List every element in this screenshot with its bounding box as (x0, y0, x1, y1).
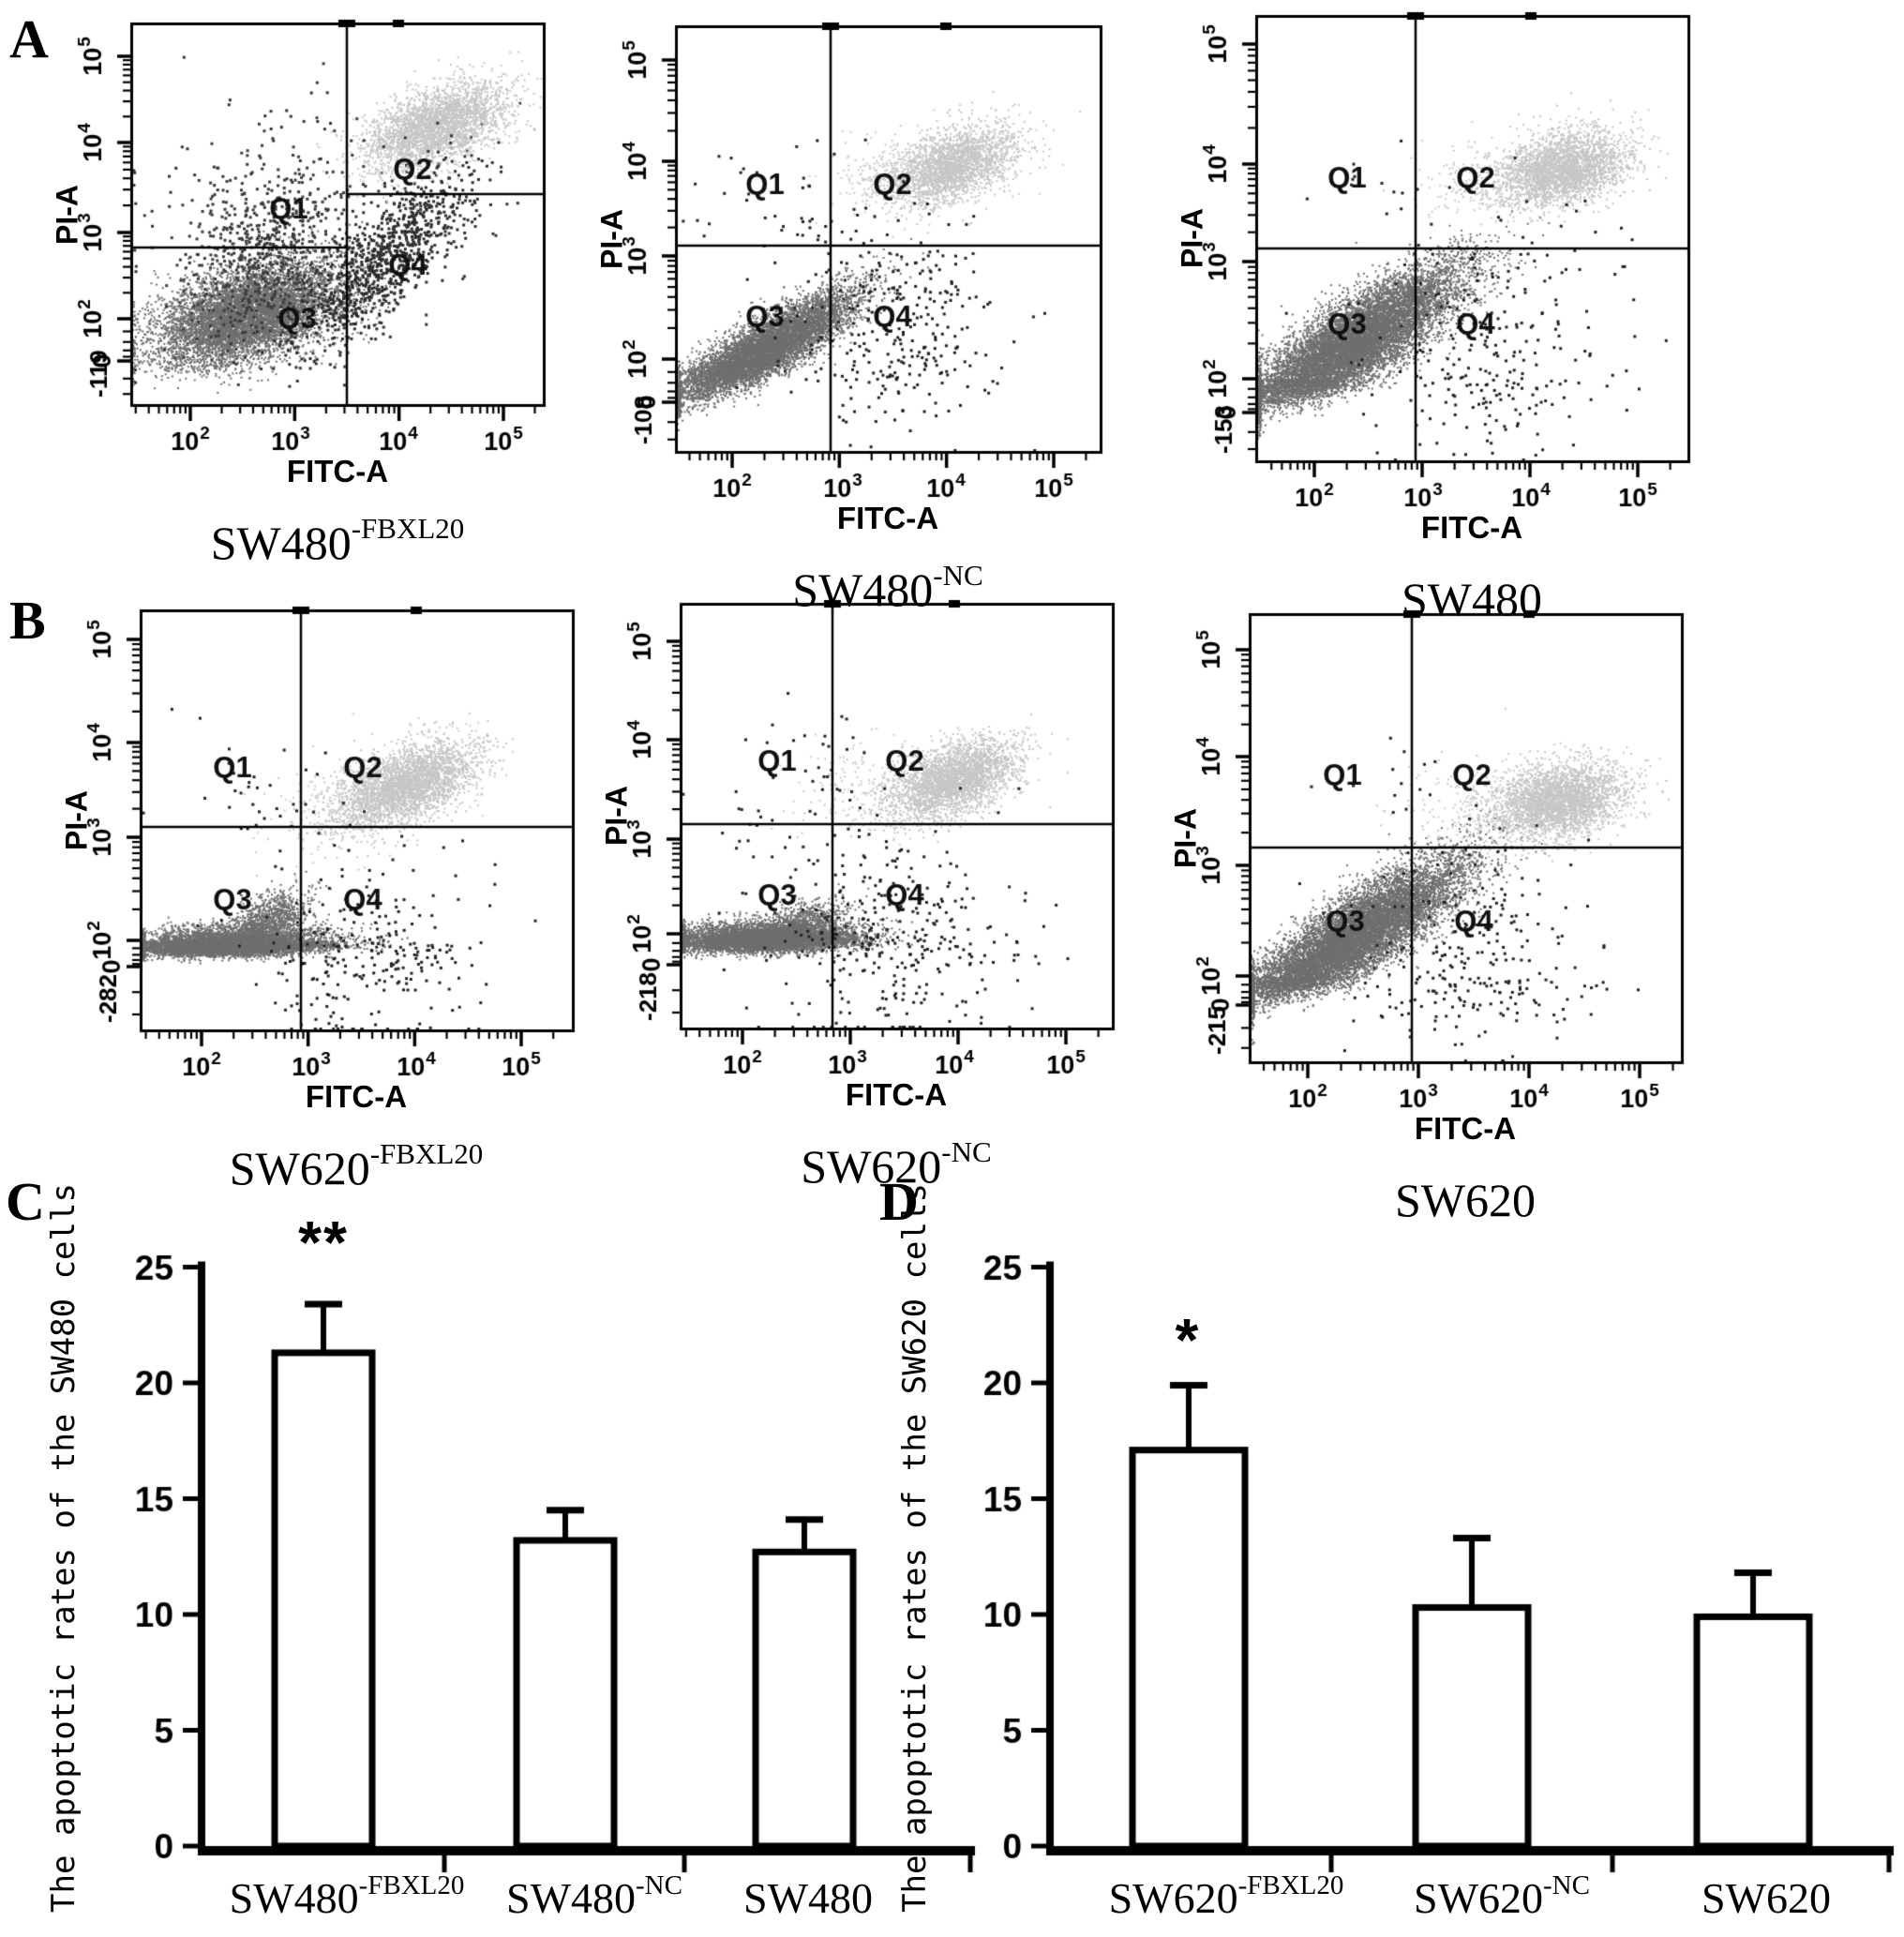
significance-marker-sw480-fbxl20: ** (298, 1209, 349, 1276)
x-category-label: SW480-FBXL20 (229, 1869, 465, 1923)
caption-superscript: -FBXL20 (351, 512, 465, 546)
bar-chart-ylabel-sw620: The apoptotic rates of the SW620 cells (896, 1183, 934, 1913)
caption-base: SW480 (792, 563, 934, 616)
bar-charts-canvas (0, 1163, 1904, 1937)
fitc-a-axis-label: FITC-A (1414, 1111, 1517, 1146)
category-superscript: -FBXL20 (1237, 1869, 1344, 1900)
x-category-label: SW620-FBXL20 (1108, 1869, 1344, 1923)
plot-caption-sw480: SW480 (1402, 572, 1542, 626)
panel-letter-c: C (6, 1171, 45, 1232)
pi-a-axis-label: PI-A (1168, 808, 1203, 868)
category-superscript: -NC (636, 1869, 682, 1900)
significance-marker-sw620-fbxl20: * (1175, 1306, 1201, 1374)
caption-base: SW620 (1395, 1174, 1536, 1226)
x-category-label: SW480 (743, 1873, 873, 1923)
plot-caption-sw480-fbxl20: SW480-FBXL20 (210, 512, 465, 570)
plot-caption-sw480-nc: SW480-NC (792, 559, 982, 617)
plot-caption-sw620: SW620 (1395, 1173, 1536, 1227)
category-base: SW620 (1414, 1874, 1544, 1922)
pi-a-axis-label: PI-A (599, 786, 634, 846)
x-category-label: SW480-NC (506, 1869, 682, 1923)
caption-superscript: -NC (933, 559, 983, 593)
pi-a-axis-label: PI-A (50, 185, 84, 245)
panel-letter-a: A (9, 8, 49, 69)
caption-base: SW480 (1402, 573, 1542, 625)
plot-caption-sw620-nc: SW620-NC (801, 1135, 991, 1194)
caption-superscript: -FBXL20 (369, 1137, 484, 1171)
category-superscript: -FBXL20 (358, 1869, 465, 1900)
category-superscript: -NC (1543, 1869, 1590, 1900)
caption-base: SW620 (801, 1140, 942, 1193)
fitc-a-axis-label: FITC-A (286, 454, 389, 488)
panel-letter-d: D (879, 1171, 919, 1232)
pi-a-axis-label: PI-A (594, 209, 629, 269)
pi-a-axis-label: PI-A (59, 790, 94, 850)
category-base: SW620 (1108, 1874, 1238, 1922)
category-base: SW480 (506, 1874, 637, 1922)
caption-base: SW480 (210, 517, 352, 569)
panel-letter-b: B (9, 590, 46, 651)
fitc-a-axis-label: FITC-A (1420, 510, 1523, 545)
category-base: SW480 (229, 1874, 359, 1922)
fitc-a-axis-label: FITC-A (305, 1079, 408, 1114)
category-base: SW480 (743, 1874, 873, 1922)
x-category-label: SW620-NC (1414, 1869, 1590, 1923)
category-base: SW620 (1702, 1874, 1831, 1922)
pi-a-axis-label: PI-A (1175, 208, 1209, 268)
caption-base: SW620 (229, 1142, 370, 1194)
flow-cytometry-plots-canvas (0, 0, 1904, 1163)
bar-chart-ylabel-sw480: The apoptotic rates of the SW480 cells (45, 1183, 82, 1913)
caption-superscript: -NC (941, 1135, 992, 1169)
x-category-label: SW620 (1702, 1873, 1831, 1923)
plot-caption-sw620-fbxl20: SW620-FBXL20 (229, 1137, 484, 1195)
fitc-a-axis-label: FITC-A (845, 1077, 948, 1112)
fitc-a-axis-label: FITC-A (836, 501, 939, 535)
